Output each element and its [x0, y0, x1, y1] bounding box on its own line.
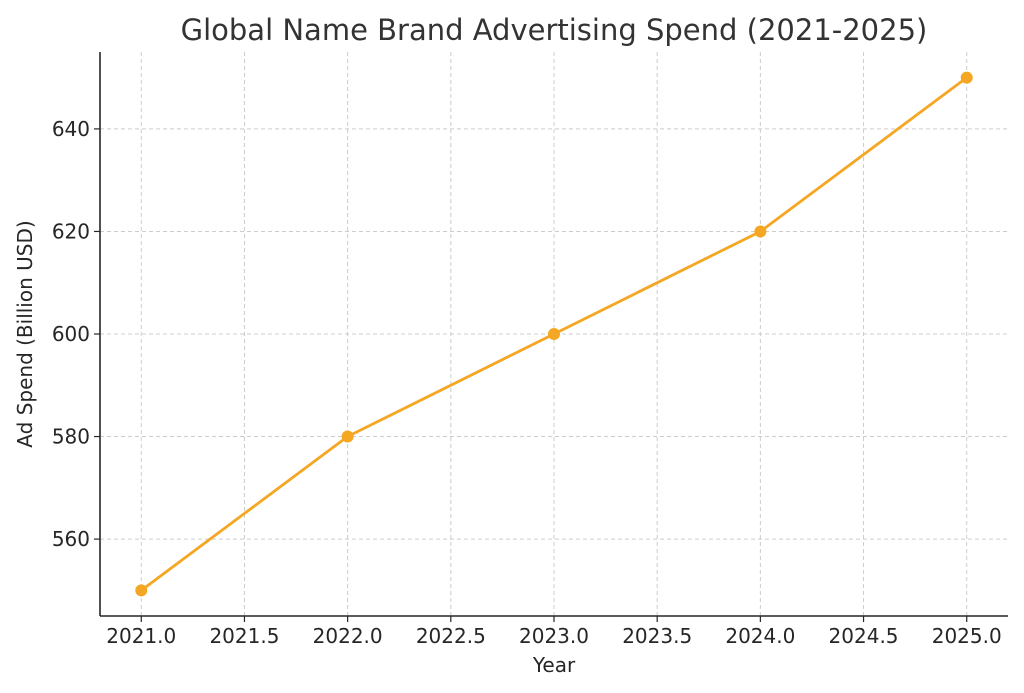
series [135, 71, 973, 597]
x-axis-label: Year [532, 653, 576, 677]
y-tick-label: 640 [52, 117, 90, 141]
y-tick-label: 560 [52, 527, 90, 551]
chart-title: Global Name Brand Advertising Spend (202… [181, 13, 928, 47]
data-point [754, 225, 767, 238]
x-tick-label: 2022.0 [313, 624, 383, 648]
y-tick-label: 600 [52, 322, 90, 346]
x-tick-label: 2021.5 [209, 624, 279, 648]
y-axis-ticks: 560 580 600 620 640 [52, 117, 100, 551]
data-point [341, 430, 354, 443]
x-tick-label: 2023.5 [622, 624, 692, 648]
data-point [548, 328, 560, 340]
y-axis-label: Ad Spend (Billion USD) [13, 220, 37, 447]
x-tick-label: 2024.5 [829, 624, 899, 648]
x-tick-label: 2024.0 [725, 624, 795, 648]
x-axis-ticks: 2021.0 2021.5 2022.0 2022.5 2023.0 2023.5 2024… [106, 616, 1002, 648]
x-tick-label: 2022.5 [416, 624, 486, 648]
y-tick-label: 620 [52, 219, 90, 243]
x-tick-label: 2023.0 [519, 624, 589, 648]
y-tick-label: 580 [52, 425, 90, 449]
data-point [135, 584, 148, 597]
x-tick-label: 2025.0 [932, 624, 1002, 648]
data-point [960, 71, 973, 84]
x-tick-label: 2021.0 [106, 624, 176, 648]
